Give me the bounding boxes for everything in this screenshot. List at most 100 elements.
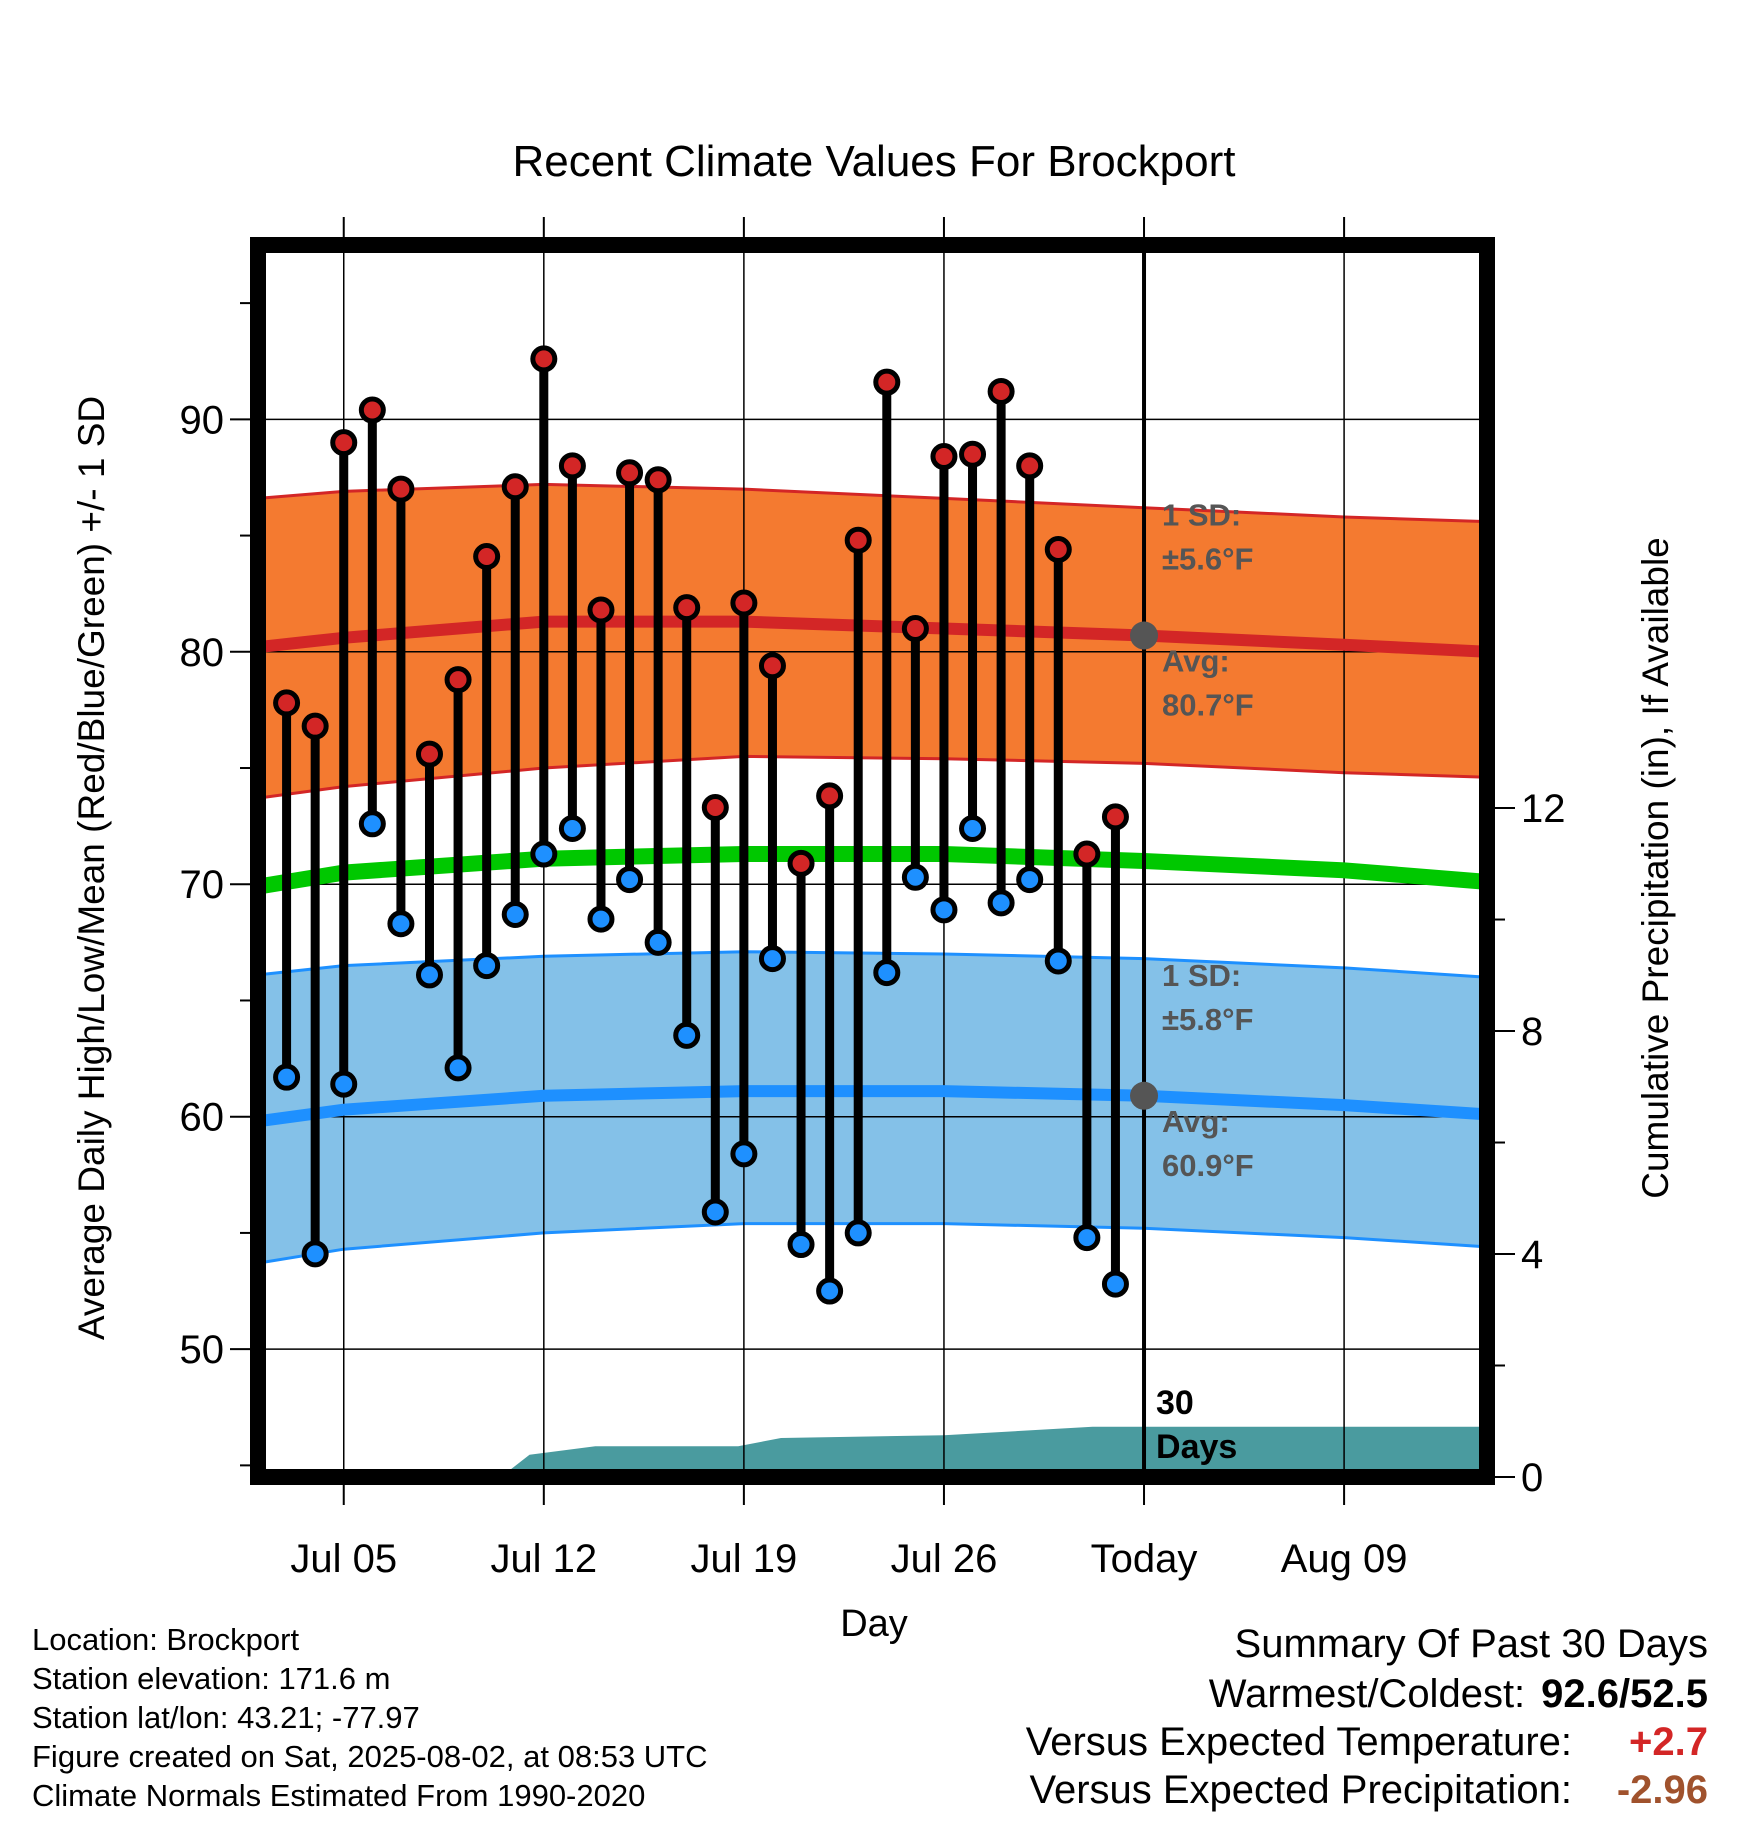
daily-high-point xyxy=(473,542,501,570)
daily-low-point xyxy=(930,896,958,924)
temp-anomaly-value: +2.7 xyxy=(1629,1720,1708,1764)
y-tick-label: 50 xyxy=(180,1328,225,1372)
daily-high-point xyxy=(758,652,786,680)
avg-label: Avg: xyxy=(1162,1104,1230,1139)
summary-heading: Summary Of Past 30 Days xyxy=(1234,1622,1708,1666)
y2-tick-label: 8 xyxy=(1521,1010,1543,1054)
daily-high-point xyxy=(415,740,443,768)
daily-high-point xyxy=(1101,803,1129,831)
y2-tick-label: 12 xyxy=(1521,787,1566,831)
x-tick-label: Jul 26 xyxy=(891,1537,998,1581)
station-info: Location: Brockport Station elevation: 1… xyxy=(32,1620,708,1815)
y-tick-label: 80 xyxy=(180,631,225,675)
daily-low-point xyxy=(415,961,443,989)
sd-label: 1 SD: xyxy=(1162,498,1241,533)
y-tick-label: 90 xyxy=(180,398,225,442)
daily-high-point xyxy=(530,345,558,373)
daily-high-point xyxy=(358,396,386,424)
daily-high-point xyxy=(701,794,729,822)
daily-high-point xyxy=(644,466,672,494)
daily-low-point xyxy=(330,1070,358,1098)
today-period-label: 30 xyxy=(1156,1384,1194,1422)
daily-high-point xyxy=(873,368,901,396)
warmest-coldest-value: 92.6/52.5 xyxy=(1541,1672,1708,1716)
daily-high-point xyxy=(501,473,529,501)
daily-high-point xyxy=(673,594,701,622)
daily-high-point xyxy=(787,849,815,877)
daily-high-point xyxy=(1044,536,1072,564)
normals-text: Climate Normals Estimated From 1990-2020 xyxy=(32,1778,646,1813)
daily-high-point xyxy=(616,459,644,487)
daily-high-point xyxy=(1073,840,1101,868)
daily-high-point xyxy=(816,782,844,810)
y-axis-label: Average Daily High/Low/Mean (Red/Blue/Gr… xyxy=(71,396,112,1340)
daily-high-point xyxy=(930,443,958,471)
daily-low-point xyxy=(501,900,529,928)
daily-high-point xyxy=(330,429,358,457)
avg-value-label: 60.9°F xyxy=(1162,1148,1254,1183)
sd-value-label: ±5.6°F xyxy=(1162,542,1253,577)
daily-low-point xyxy=(358,810,386,838)
chart-title: Recent Climate Values For Brockport xyxy=(512,137,1235,186)
mean-normal-line xyxy=(258,846,1487,895)
daily-low-point xyxy=(987,889,1015,917)
daily-high-point xyxy=(387,475,415,503)
high-sd-band xyxy=(258,484,1487,799)
x-axis-label: Day xyxy=(840,1603,908,1645)
daily-low-point xyxy=(530,840,558,868)
precip-anomaly-label: Versus Expected Precipitation: xyxy=(1029,1768,1572,1812)
daily-high-point xyxy=(844,526,872,554)
precip-area xyxy=(258,1426,1487,1477)
daily-high-point xyxy=(301,712,329,740)
daily-low-point xyxy=(787,1231,815,1259)
low-sd-lower-line xyxy=(258,1222,1487,1265)
daily-low-point xyxy=(673,1021,701,1049)
daily-low-point xyxy=(816,1277,844,1305)
daily-high-point xyxy=(901,615,929,643)
x-tick-label: Jul 12 xyxy=(490,1537,597,1581)
y2-tick-label: 0 xyxy=(1521,1456,1543,1500)
y2-tick-label: 4 xyxy=(1521,1233,1543,1277)
x-tick-label: Aug 09 xyxy=(1281,1537,1408,1581)
daily-low-point xyxy=(387,910,415,938)
daily-low-point xyxy=(644,928,672,956)
daily-low-point xyxy=(730,1140,758,1168)
created-text: Figure created on Sat, 2025-08-02, at 08… xyxy=(32,1739,708,1774)
x-tick-label: Jul 19 xyxy=(691,1537,798,1581)
low-sd-upper-line xyxy=(258,950,1487,979)
avg-label: Avg: xyxy=(1162,644,1230,679)
plot-frame xyxy=(250,237,1495,1485)
daily-low-point xyxy=(444,1054,472,1082)
avg-value-label: 80.7°F xyxy=(1162,688,1254,723)
plot-area: 1 SD: ±5.6°F Avg: 80.7°F 1 SD: ±5.8°F Avg: 60.9… xyxy=(180,217,1566,1581)
x-tick-label: Jul 05 xyxy=(290,1537,397,1581)
summary-panel: Summary Of Past 30 Days Warmest/Coldest:… xyxy=(808,1618,1708,1814)
daily-low-point xyxy=(959,814,987,842)
daily-high-point xyxy=(959,440,987,468)
daily-low-point xyxy=(301,1240,329,1268)
latlon-text: Station lat/lon: 43.21; -77.97 xyxy=(32,1700,420,1735)
today-period-label: Days xyxy=(1156,1428,1237,1466)
daily-low-point xyxy=(701,1198,729,1226)
today-normal-marker xyxy=(1130,621,1159,650)
sd-label: 1 SD: xyxy=(1162,958,1241,993)
temp-anomaly-row: Versus Expected Temperature: +2.7 xyxy=(808,1718,1708,1766)
y2-axis-label: Cumulative Precipitation (in), If Availa… xyxy=(1635,537,1676,1199)
daily-low-point xyxy=(587,905,615,933)
daily-low-point xyxy=(473,952,501,980)
elevation-text: Station elevation: 171.6 m xyxy=(32,1661,391,1696)
low-sd-band xyxy=(258,951,1487,1264)
location-text: Location: Brockport xyxy=(32,1622,300,1657)
daily-low-point xyxy=(1016,866,1044,894)
daily-low-point xyxy=(1044,947,1072,975)
warmest-coldest-label: Warmest/Coldest: xyxy=(1208,1672,1526,1716)
y-tick-label: 60 xyxy=(180,1096,225,1140)
precip-anomaly-row: Versus Expected Precipitation: -2.96 xyxy=(808,1766,1708,1814)
y-tick-label: 70 xyxy=(180,863,225,907)
high-sd-upper-line xyxy=(258,482,1487,524)
daily-low-point xyxy=(273,1063,301,1091)
daily-high-point xyxy=(730,589,758,617)
daily-high-point xyxy=(587,596,615,624)
daily-low-point xyxy=(1101,1270,1129,1298)
